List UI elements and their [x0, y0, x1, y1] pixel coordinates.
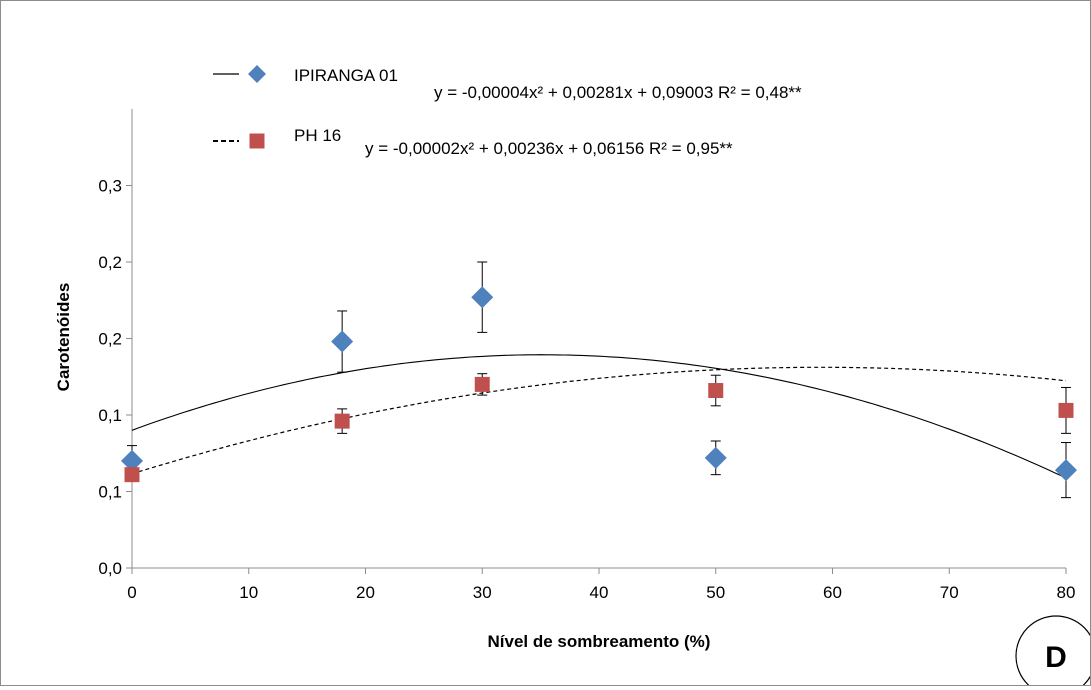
- data-point-ph16: [708, 383, 724, 399]
- x-tick-label: 40: [590, 583, 609, 602]
- legend-marker-ipiranga: [248, 65, 266, 83]
- data-markers: [121, 286, 1077, 483]
- y-tick-labels: 0,0 0,1 0,1 0,2 0,2 0,3: [98, 177, 122, 579]
- y-tick-label: 0,1: [98, 483, 122, 502]
- data-point-ipiranga: [704, 446, 727, 469]
- x-axis-title: Nível de sombreamento (%): [488, 632, 711, 651]
- data-point-ipiranga: [471, 286, 494, 309]
- data-point-ph16: [124, 467, 140, 483]
- x-tick-labels: 0 10 20 30 40 50 60 70 80: [127, 583, 1075, 602]
- legend-label-ph16: PH 16: [294, 126, 341, 145]
- panel-label: D: [1045, 641, 1067, 674]
- fit-curve-ph16: [131, 366, 1067, 475]
- legend-marker-ph16: [249, 133, 265, 149]
- axes: [126, 109, 1067, 574]
- y-tick-label: 0,1: [98, 406, 122, 425]
- x-tick-label: 20: [356, 583, 375, 602]
- equation-ph16: y = -0,00002x² + 0,00236x + 0,06156 R² =…: [365, 139, 733, 158]
- x-tick-label: 50: [706, 583, 725, 602]
- x-tick-label: 60: [823, 583, 842, 602]
- data-point-ipiranga: [1055, 459, 1077, 482]
- equation-ipiranga: y = -0,00004x² + 0,00281x + 0,09003 R² =…: [434, 83, 802, 102]
- legend: IPIRANGA 01 y = -0,00004x² + 0,00281x + 0…: [213, 65, 802, 158]
- fit-curve-ipiranga: [131, 354, 1067, 479]
- y-tick-label: 0,0: [98, 559, 122, 578]
- x-tick-label: 70: [940, 583, 959, 602]
- data-point-ph16: [474, 376, 490, 392]
- x-tick-label: 30: [473, 583, 492, 602]
- y-tick-label: 0,3: [98, 177, 122, 196]
- y-axis-title: Carotenóides: [54, 283, 73, 392]
- x-tick-label: 80: [1057, 583, 1076, 602]
- x-tick-label: 0: [127, 583, 136, 602]
- data-point-ipiranga: [121, 449, 143, 472]
- data-point-ipiranga: [331, 330, 354, 353]
- y-tick-label: 0,2: [98, 330, 122, 349]
- y-tick-label: 0,2: [98, 253, 122, 272]
- x-tick-label: 10: [239, 583, 258, 602]
- error-bars: [127, 261, 1071, 499]
- data-point-ph16: [334, 413, 350, 429]
- data-point-ph16: [1058, 402, 1074, 418]
- fit-curves: [131, 354, 1067, 479]
- legend-label-ipiranga: IPIRANGA 01: [294, 66, 398, 85]
- panel-label-circle: [1015, 615, 1091, 690]
- panel-label-badge: D: [1015, 615, 1091, 690]
